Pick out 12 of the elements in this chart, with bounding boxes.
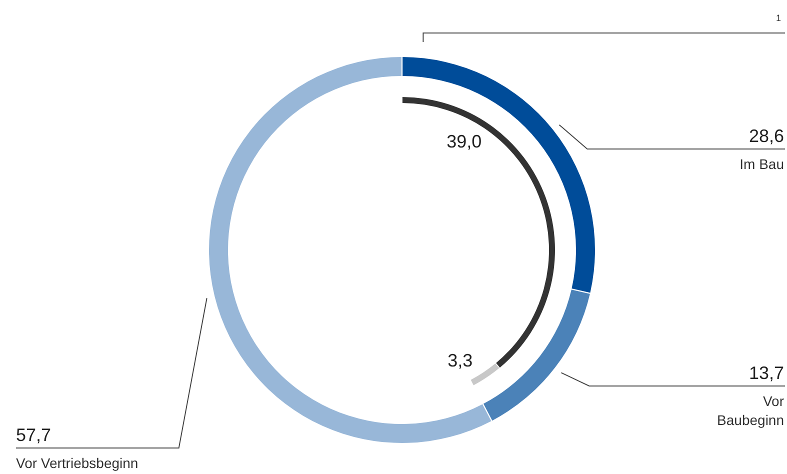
slice-label: Im Bau — [740, 156, 784, 172]
slice-label: Vor Vertriebsbeginn — [16, 455, 138, 471]
donut-slice — [483, 290, 590, 421]
data-label: 39,0 — [446, 132, 482, 152]
slice-label: Vor Baubeginn — [717, 393, 784, 428]
data-label: 3,3 — [448, 350, 473, 371]
donut-slice — [402, 57, 595, 293]
data-label: 13,7 — [748, 363, 784, 383]
data-label: 57,7 — [16, 425, 52, 445]
data-label: 28,6 — [748, 126, 784, 146]
text: 1 — [776, 13, 781, 23]
donut-slice — [209, 57, 492, 443]
